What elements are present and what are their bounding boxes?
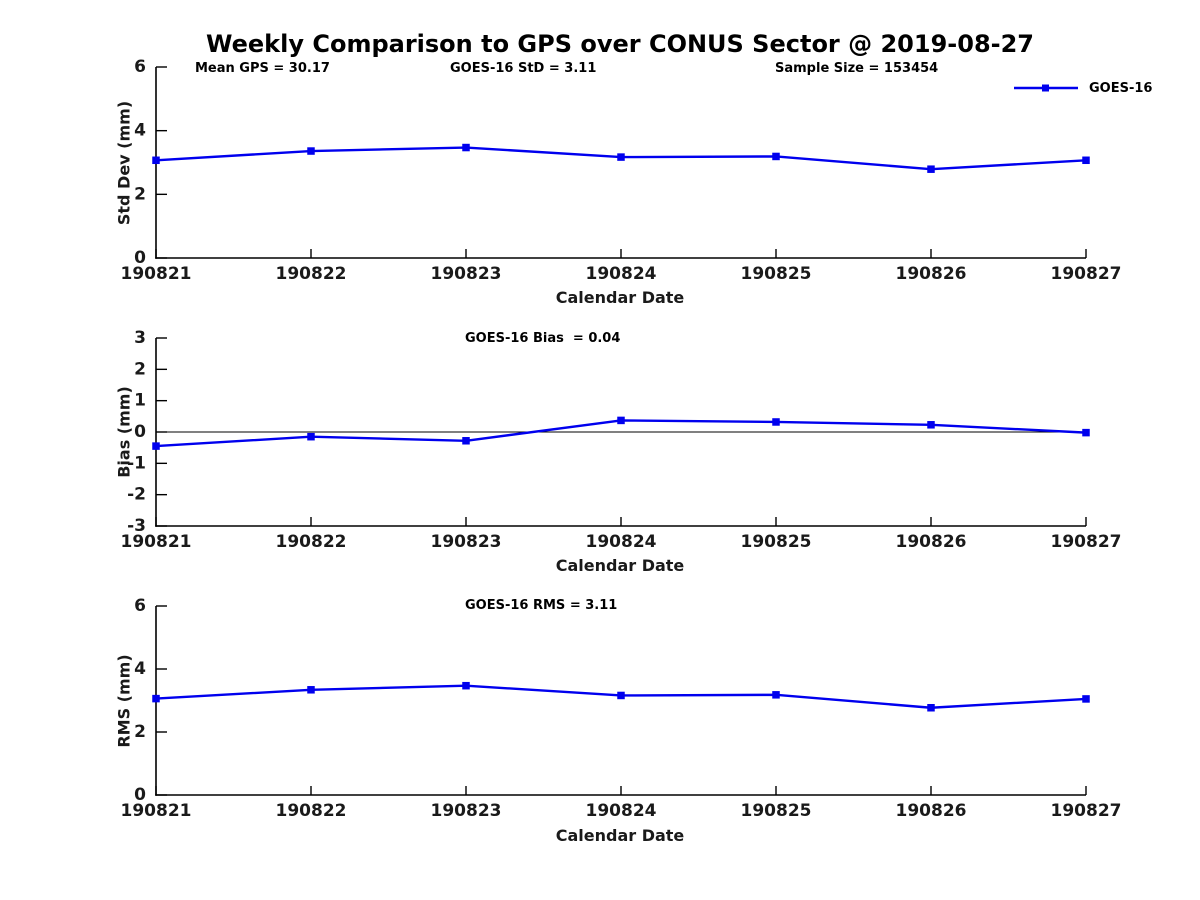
series-marker <box>1082 695 1090 703</box>
y-tick-label: 6 <box>134 57 146 77</box>
x-tick-label: 190823 <box>431 264 502 284</box>
xlabel-calendar-date-1: Calendar Date <box>555 288 685 307</box>
y-tick-label: 4 <box>134 121 146 141</box>
series-marker <box>772 418 780 426</box>
series-marker <box>617 416 625 425</box>
y-tick-label: -1 <box>127 453 146 473</box>
x-tick-label: 190825 <box>741 264 812 284</box>
annotation-goes16-bias: GOES-16 Bias = 0.04 <box>465 331 621 346</box>
x-tick-label: 190822 <box>276 801 347 821</box>
series-marker <box>307 686 315 694</box>
series-marker <box>927 165 935 173</box>
series-marker <box>1082 428 1090 437</box>
y-tick-label: 4 <box>134 659 146 679</box>
y-tick-label: -2 <box>127 485 146 505</box>
x-tick-label: 190826 <box>896 264 967 284</box>
y-tick-label: 6 <box>134 596 146 616</box>
y-tick-label: 2 <box>134 722 146 742</box>
x-tick-label: 190824 <box>586 532 657 552</box>
series-marker <box>307 147 315 155</box>
x-tick-label: 190827 <box>1051 264 1122 284</box>
y-tick-label: 1 <box>134 391 146 411</box>
x-tick-label: 190825 <box>741 801 812 821</box>
series-marker <box>152 442 160 450</box>
xlabel-calendar-date-2: Calendar Date <box>555 556 685 575</box>
y-tick-label: 2 <box>134 184 146 204</box>
x-tick-label: 190824 <box>586 801 657 821</box>
y-tick-label: 0 <box>134 785 146 805</box>
xlabel-calendar-date-3: Calendar Date <box>555 826 685 845</box>
annotation-sample-size: Sample Size = 153454 <box>775 61 939 76</box>
series-marker <box>927 421 935 429</box>
x-tick-label: 190823 <box>431 801 502 821</box>
x-tick-label: 190825 <box>741 532 812 552</box>
y-tick-label: -3 <box>127 516 146 536</box>
legend: GOES-16 <box>1012 80 1152 96</box>
x-tick-label: 190827 <box>1051 532 1122 552</box>
y-tick-label: 2 <box>134 359 146 379</box>
annotation-mean-gps: Mean GPS = 30.17 <box>195 61 330 76</box>
annotation-goes16-std: GOES-16 StD = 3.11 <box>450 61 597 76</box>
legend-label: GOES-16 <box>1089 80 1153 96</box>
x-tick-label: 190822 <box>276 532 347 552</box>
x-tick-label: 190821 <box>121 801 192 821</box>
series-marker <box>462 681 470 690</box>
x-tick-label: 190821 <box>121 264 192 284</box>
series-marker <box>1082 156 1090 165</box>
annotation-goes16-rms: GOES-16 RMS = 3.11 <box>465 598 618 613</box>
series-marker <box>152 694 160 703</box>
legend-line-marker-icon <box>1014 84 1078 92</box>
x-tick-label: 190822 <box>276 264 347 284</box>
series-marker <box>462 143 470 152</box>
x-tick-label: 190824 <box>586 264 657 284</box>
series-marker <box>307 432 315 441</box>
x-tick-label: 190826 <box>896 801 967 821</box>
x-tick-label: 190827 <box>1051 801 1122 821</box>
series-marker <box>152 156 160 165</box>
series-marker <box>617 691 625 700</box>
x-tick-label: 190821 <box>121 532 192 552</box>
y-tick-label: 0 <box>134 422 146 442</box>
series-marker <box>772 691 780 699</box>
series-marker <box>617 153 625 161</box>
series-marker <box>462 437 470 445</box>
y-tick-label: 3 <box>134 328 146 348</box>
chart-title: Weekly Comparison to GPS over CONUS Sect… <box>205 30 1034 58</box>
x-tick-label: 190826 <box>896 532 967 552</box>
series-line <box>155 419 1087 448</box>
y-tick-label: 0 <box>134 248 146 268</box>
series-marker <box>927 703 935 712</box>
series-marker <box>772 152 780 161</box>
x-tick-label: 190823 <box>431 532 502 552</box>
